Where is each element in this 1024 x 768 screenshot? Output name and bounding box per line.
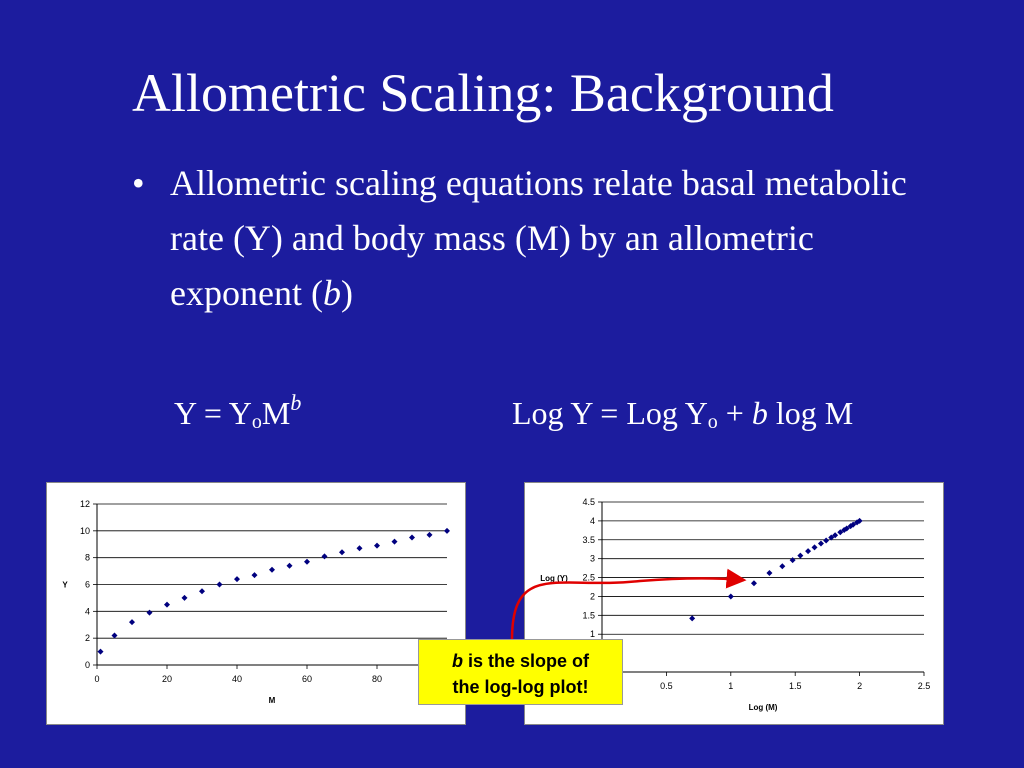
y-tick-label: 2.5 xyxy=(582,573,595,583)
y-axis-label: Y xyxy=(62,581,68,590)
data-point xyxy=(356,545,363,552)
linear-chart-svg: 024681012020406080100MY xyxy=(62,499,454,705)
data-point xyxy=(164,601,170,608)
eq2-rest: log M xyxy=(767,395,854,431)
eq2-slope: b xyxy=(751,395,768,431)
x-tick-label: 80 xyxy=(372,674,382,684)
y-tick-label: 0 xyxy=(85,660,90,670)
log-equation: Log Y = Log Yo + b log M xyxy=(512,393,853,433)
data-point xyxy=(805,548,812,555)
data-point xyxy=(789,557,796,564)
eq1-subscript: o xyxy=(251,411,262,433)
data-point xyxy=(850,521,857,528)
x-tick-label: 60 xyxy=(302,674,312,684)
bullet-marker: • xyxy=(132,163,145,203)
data-point xyxy=(304,558,310,565)
x-tick-label: 2.5 xyxy=(918,681,931,691)
data-point xyxy=(811,544,818,551)
data-point xyxy=(199,588,205,595)
data-point xyxy=(409,534,415,541)
data-point xyxy=(766,570,773,577)
data-point xyxy=(111,632,118,639)
eq2-plus: + xyxy=(717,395,752,431)
data-point xyxy=(426,531,433,538)
eq1-exponent: b xyxy=(290,390,302,415)
data-point xyxy=(832,532,839,539)
callout-line1-text: is the slope of xyxy=(462,651,590,671)
x-tick-label: 1.5 xyxy=(789,681,802,691)
data-point xyxy=(817,540,824,547)
y-tick-label: 10 xyxy=(80,526,90,536)
data-point xyxy=(391,538,398,545)
y-tick-label: 2 xyxy=(85,633,90,643)
y-tick-label: 12 xyxy=(80,499,90,509)
eq2-subscript: o xyxy=(707,411,718,433)
data-point xyxy=(837,529,844,536)
y-tick-label: 4 xyxy=(590,516,595,526)
y-axis-label: Log (Y) xyxy=(540,574,568,583)
data-point xyxy=(828,534,835,541)
x-axis-label: M xyxy=(269,696,276,705)
data-point xyxy=(750,580,757,587)
data-point xyxy=(97,648,104,655)
data-point xyxy=(444,527,450,534)
y-tick-label: 3 xyxy=(590,554,595,564)
data-point xyxy=(727,593,734,600)
y-tick-label: 2 xyxy=(590,591,595,601)
x-tick-label: 40 xyxy=(232,674,242,684)
data-point xyxy=(339,549,345,556)
data-point xyxy=(689,615,696,622)
data-point xyxy=(181,594,188,601)
slide-title: Allometric Scaling: Background xyxy=(132,63,834,123)
data-point xyxy=(129,619,135,626)
y-tick-label: 6 xyxy=(85,580,90,590)
callout-b: b xyxy=(451,651,463,671)
data-point xyxy=(374,542,380,549)
y-tick-label: 1.5 xyxy=(582,610,595,620)
eq1-mass: M xyxy=(261,395,291,431)
bullet-exponent-symbol: b xyxy=(322,273,341,313)
log-log-scatter-chart: 1 1.5 2 2.5 3 3.5 4 4.5 0.5 1 1.5 2 2.5 Log (M) Log (Y… xyxy=(524,482,944,725)
data-point xyxy=(797,552,804,559)
x-tick-label: 1 xyxy=(728,681,733,691)
y-tick-label: 4 xyxy=(85,606,90,616)
bullet-text-part1: Allometric scaling equations relate basa… xyxy=(170,163,907,313)
arrow-path xyxy=(510,568,747,641)
data-point xyxy=(146,609,153,616)
x-tick-label: 20 xyxy=(162,674,172,684)
x-tick-label: 0 xyxy=(94,674,99,684)
eq1-lhs: Y = Y xyxy=(174,395,252,431)
data-point xyxy=(286,562,293,569)
bullet-text-part2: ) xyxy=(340,273,353,313)
log-chart-svg: 1 1.5 2 2.5 3 3.5 4 4.5 0.5 1 1.5 2 2.5 Log (M) Log (Y… xyxy=(540,497,931,712)
x-tick-label: 2 xyxy=(857,681,862,691)
power-law-equation: Y = YoMb xyxy=(174,390,302,433)
bullet-text: Allometric scaling equations relate basa… xyxy=(170,156,940,321)
y-tick-label: 3.5 xyxy=(582,535,595,545)
y-tick-label: 4.5 xyxy=(582,497,595,507)
data-point xyxy=(269,566,275,573)
callout-line1: b is the slope of xyxy=(419,648,622,674)
linear-scatter-chart: 024681012020406080100MY xyxy=(46,482,466,725)
y-tick-label: 1 xyxy=(590,629,595,639)
data-point xyxy=(216,581,223,588)
data-point xyxy=(321,553,328,560)
data-point xyxy=(823,537,830,544)
data-point xyxy=(841,526,848,533)
y-tick-label: 8 xyxy=(85,553,90,563)
data-point xyxy=(251,572,258,579)
data-point xyxy=(779,563,786,570)
callout-line2: the log-log plot! xyxy=(452,677,589,697)
slope-callout: b is the slope of the log-log plot! xyxy=(418,639,623,705)
x-axis-label: Log (M) xyxy=(749,703,778,712)
data-point xyxy=(234,576,240,583)
data-point xyxy=(843,525,850,532)
x-tick-label: 0.5 xyxy=(660,681,673,691)
data-point xyxy=(856,517,863,524)
eq2-lhs: Log Y = Log Y xyxy=(512,395,708,431)
